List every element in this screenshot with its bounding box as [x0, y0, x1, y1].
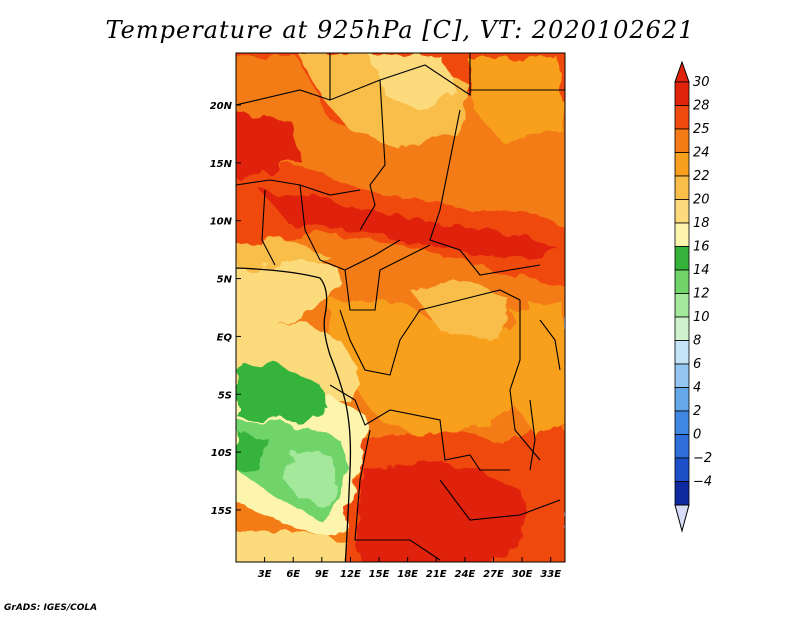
colorbar-swatch: [674, 199, 690, 224]
field-angola-16b: [236, 430, 270, 475]
y-tick-label: 10N: [210, 217, 233, 228]
colorbar-label: 18: [693, 216, 710, 231]
y-tick-label: 5S: [218, 390, 232, 401]
x-tick-label: 9E: [315, 569, 329, 580]
colorbar-swatch: [674, 457, 690, 482]
colorbar-label: 22: [693, 169, 710, 184]
colorbar-label: 12: [693, 287, 710, 302]
border-mali-algeria: [236, 89, 331, 106]
colorbar-label: −2: [693, 451, 712, 466]
x-tick-label: 30E: [512, 569, 533, 580]
colorbar-label: 14: [693, 263, 710, 278]
field-south-30: [355, 460, 530, 562]
colorbar-swatch: [674, 340, 690, 365]
border-drc-east: [509, 300, 541, 461]
field-west-30: [236, 111, 300, 179]
colorbar-swatch: [674, 481, 690, 506]
x-tick-label: 24E: [454, 569, 475, 580]
colorbar-label: 10: [693, 310, 710, 325]
field-sahara-20: [370, 55, 455, 110]
colorbar-swatch: [674, 246, 690, 271]
border-ghana: [261, 189, 276, 266]
x-tick-label: 15E: [369, 569, 390, 580]
temperature-field: [236, 53, 565, 562]
colorbar-label: −4: [693, 475, 712, 490]
field-congo-22: [410, 280, 510, 340]
x-tick-label: 27E: [483, 569, 504, 580]
border-lake-tanganyika: [529, 399, 536, 471]
border-zambia-zimbabwe: [439, 479, 561, 521]
colorbar-swatch: [674, 152, 690, 177]
y-tick-label: 5N: [217, 275, 233, 286]
colorbar-label: 0: [693, 428, 701, 443]
colorbar-top-arrow: [674, 60, 690, 83]
colorbar-bottom-arrow: [674, 504, 690, 533]
border-algeria-libya: [329, 53, 471, 101]
colorbar-label: 8: [693, 334, 701, 349]
x-axis-ticks: 3E 6E 9E 12E 15E 18E 21E 24E 27E 30E 33E: [258, 557, 561, 580]
colorbar-label: 2: [693, 404, 701, 419]
x-tick-label: 33E: [540, 569, 561, 580]
y-tick-label: EQ: [217, 332, 233, 343]
chart-title: Temperature at 925hPa [C], VT: 202010262…: [105, 16, 695, 44]
border-congo-drc: [339, 289, 521, 376]
colorbar-swatch: [674, 293, 690, 318]
colorbar-swatch: [674, 434, 690, 459]
colorbar-swatch: [674, 387, 690, 412]
colorbar-swatch: [674, 316, 690, 341]
border-lake-victoria: [539, 319, 561, 371]
coastline: [236, 267, 352, 562]
y-tick-label: 10S: [211, 448, 232, 459]
border-niger-chad: [359, 79, 386, 231]
y-tick-label: 20N: [210, 101, 233, 112]
border-angola-south: [354, 429, 441, 561]
field-sahel-30: [260, 190, 560, 262]
colorbar-label: 24: [693, 146, 710, 161]
colorbar-swatch: [674, 222, 690, 247]
field-angola-12: [285, 450, 340, 505]
colorbar-swatch: [674, 363, 690, 388]
border-cameroon-car: [344, 244, 431, 311]
colorbar-label: 25: [693, 122, 710, 137]
grads-credit: GrADS: IGES/COLA: [4, 603, 98, 613]
colorbar-label: 30: [693, 75, 710, 90]
field-angola-16a: [236, 365, 330, 420]
x-tick-label: 18E: [397, 569, 418, 580]
colorbar-label: 6: [693, 357, 701, 372]
x-tick-label: 6E: [286, 569, 300, 580]
border-chad-sudan: [429, 109, 541, 276]
x-tick-label: 12E: [340, 569, 361, 580]
x-tick-label: 3E: [258, 569, 272, 580]
y-tick-label: 15N: [210, 159, 233, 170]
colorbar-label: 16: [693, 240, 710, 255]
colorbar-label: 20: [693, 193, 710, 208]
colorbar-swatch: [674, 410, 690, 435]
colorbar-swatch: [674, 128, 690, 153]
colorbar-swatch: [674, 81, 690, 106]
colorbar-label: 4: [693, 381, 701, 396]
colorbar-label: 28: [693, 99, 710, 114]
border-nigeria: [299, 184, 401, 271]
y-tick-label: 15S: [211, 506, 232, 517]
colorbar-swatch: [674, 105, 690, 130]
map-frame: [235, 52, 566, 563]
field-sudan-24: [470, 60, 560, 140]
border-angola-drc: [329, 384, 510, 471]
y-axis-ticks: 20N 15N 10N 5N EQ 5S 10S 15S: [210, 101, 241, 517]
x-tick-label: 21E: [426, 569, 447, 580]
country-borders: [236, 53, 565, 561]
border-libya-egypt-sudan: [469, 89, 565, 95]
colorbar-swatch: [674, 175, 690, 200]
field-namibia-20: [236, 530, 350, 562]
field-guinea-22: [236, 240, 330, 270]
colorbar-swatch: [674, 269, 690, 294]
